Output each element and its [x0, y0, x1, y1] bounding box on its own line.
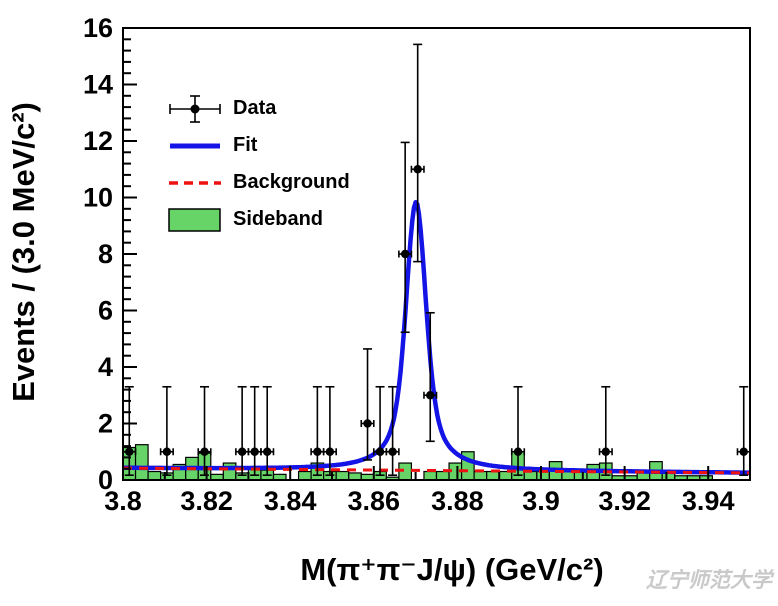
watermark: 辽宁师范大学 — [646, 568, 775, 592]
legend-label-fit: Fit — [233, 134, 258, 156]
data-marker — [237, 447, 247, 456]
data-marker — [263, 447, 272, 456]
x-tick-label: 3.94 — [682, 486, 735, 516]
x-tick-label: 3.88 — [431, 486, 484, 516]
y-tick-label: 6 — [98, 296, 113, 326]
data-marker — [400, 249, 410, 259]
data-point — [260, 385, 275, 476]
sideband-bin — [134, 444, 149, 481]
sideband-bin — [147, 470, 162, 481]
data-marker — [601, 447, 610, 456]
sideband-bin — [297, 470, 312, 481]
data-marker — [325, 447, 335, 456]
sideband-bin — [498, 470, 513, 481]
data-point — [736, 385, 751, 476]
data-marker-icon — [169, 94, 221, 123]
sideband-bin — [222, 462, 237, 481]
legend-item-fit: Fit — [166, 127, 350, 164]
legend-label-sideband: Sideband — [233, 208, 324, 230]
sideband-bin — [473, 470, 488, 481]
legend-item-data: Data — [166, 90, 350, 127]
data-marker — [200, 447, 209, 456]
data-point — [385, 385, 400, 476]
data-point — [410, 43, 425, 263]
sideband-bin — [435, 470, 450, 481]
y-tick-label: 16 — [83, 13, 113, 43]
y-tick-label: 12 — [83, 126, 113, 156]
data-marker — [250, 447, 259, 456]
y-tick-label: 14 — [83, 70, 113, 100]
data-marker — [388, 447, 397, 456]
fit-line-icon — [170, 143, 220, 148]
data-point — [423, 311, 438, 443]
y-tick-label: 4 — [98, 352, 113, 382]
data-point — [360, 348, 375, 461]
data-point — [310, 385, 325, 476]
y-tick-label: 2 — [98, 409, 113, 439]
background-line-icon — [169, 180, 221, 185]
legend: Data Fit Background Sideband — [166, 90, 350, 238]
legend-item-sideband: Sideband — [166, 201, 350, 238]
sideband-bin — [423, 470, 438, 481]
y-tick-label: 0 — [98, 465, 113, 495]
data-marker — [413, 165, 422, 174]
fit-curve — [122, 199, 751, 475]
data-marker — [363, 419, 372, 428]
x-tick-label: 3.84 — [264, 486, 317, 516]
data-marker — [426, 391, 435, 400]
sideband-box-icon — [168, 207, 221, 232]
data-marker — [513, 447, 523, 456]
legend-item-background: Background — [166, 164, 350, 201]
data-marker — [125, 447, 134, 456]
sideband-bin — [335, 470, 350, 481]
x-axis-title: M(π⁺π⁻J/ψ) (GeV/c²) — [300, 552, 603, 587]
data-marker — [162, 447, 172, 456]
legend-label-background: Background — [233, 171, 350, 193]
x-tick-label: 3.92 — [598, 486, 651, 516]
x-tick-label: 3.9 — [522, 486, 560, 516]
data-point — [159, 385, 174, 476]
x-tick-label: 3.8 — [104, 486, 142, 516]
sideband-bin — [486, 470, 500, 481]
data-marker — [739, 447, 748, 456]
sideband-bin — [348, 472, 362, 481]
background-curve — [122, 466, 751, 475]
data-point — [235, 385, 250, 476]
legend-label-data: Data — [233, 97, 277, 119]
x-tick-label: 3.86 — [348, 486, 401, 516]
data-point — [197, 385, 212, 476]
data-point — [598, 385, 613, 476]
sideband-bin — [523, 470, 538, 481]
y-tick-label: 10 — [83, 183, 113, 213]
data-marker — [375, 447, 385, 456]
data-point — [510, 385, 526, 476]
data-point — [372, 385, 388, 476]
y-axis-title: Events / (3.0 MeV/c²) — [6, 102, 41, 402]
data-point — [247, 385, 262, 476]
data-point — [322, 385, 337, 476]
x-tick-label: 3.82 — [180, 486, 233, 516]
data-marker — [313, 447, 322, 456]
data-point — [398, 141, 413, 334]
y-tick-label: 8 — [98, 239, 113, 269]
